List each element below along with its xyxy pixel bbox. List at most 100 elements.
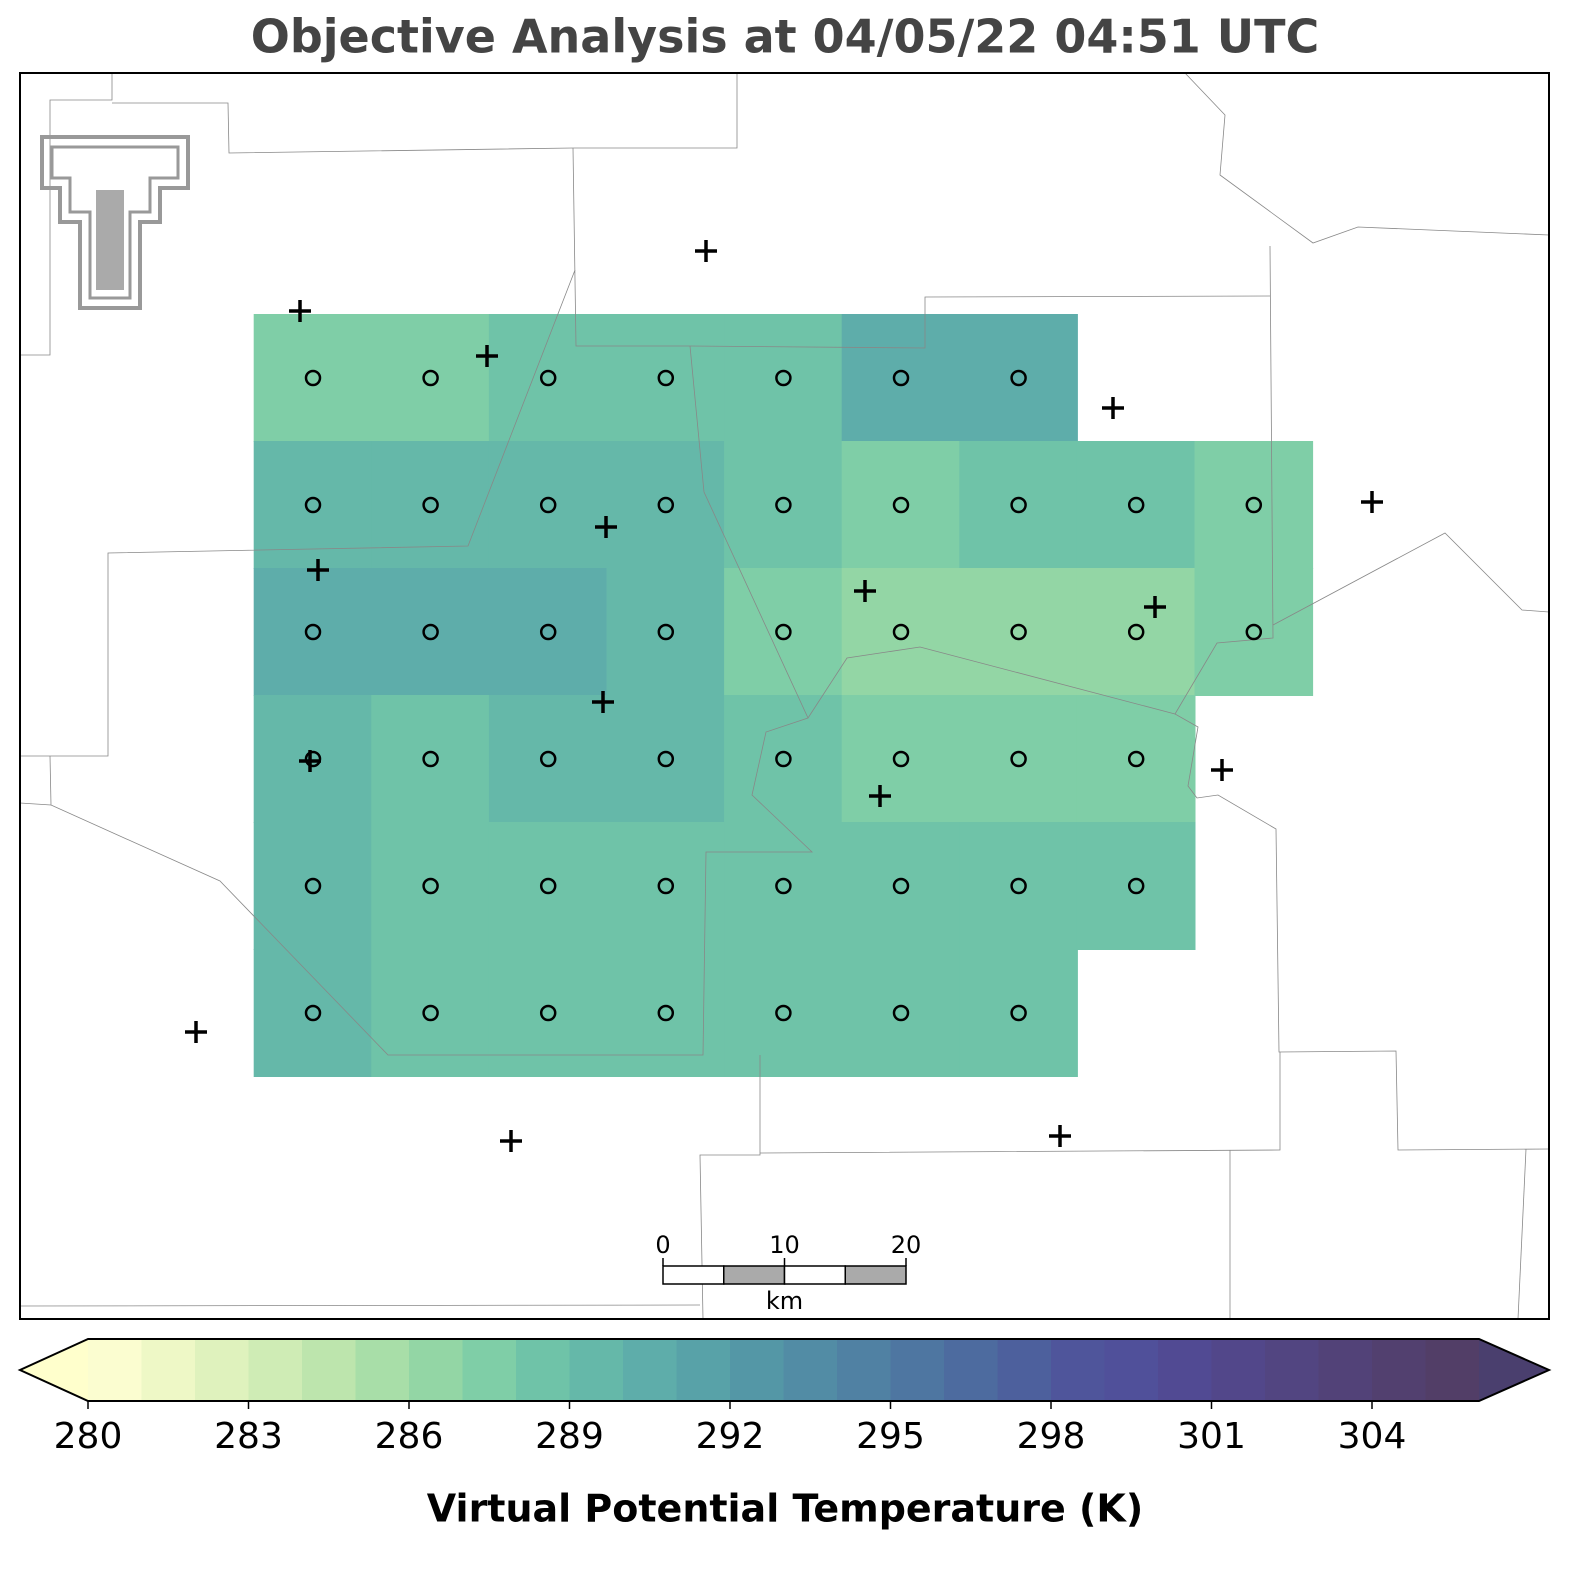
grid-point [1127,623,1145,641]
grid-point [422,623,439,641]
field-cell [724,695,843,823]
stations [185,240,1383,1152]
field-cell [488,441,608,569]
station-marker [595,516,617,538]
colorbar-tick-label: 304 [1338,1416,1407,1457]
scale-segment [662,1265,725,1285]
field-cell [253,441,373,569]
field-cell [1076,695,1196,823]
colorbar-bin [1265,1339,1319,1401]
grid-point [304,369,322,387]
field-cell [1076,822,1196,950]
colorbar-tick-label: 280 [54,1416,123,1457]
field-cell [841,441,961,569]
colorbar-bin [997,1339,1052,1401]
field-cell [959,822,1078,950]
grid-point [1010,369,1027,387]
grid-point [539,877,557,895]
field-cell [1194,568,1314,696]
station-marker [476,345,498,367]
grid-point [775,1004,792,1022]
field-cell [606,695,726,823]
grid-point [422,1004,439,1022]
field-cell [253,949,373,1077]
grid-point [539,1004,557,1022]
field-cell [606,568,726,696]
colorbar-label: Virtual Potential Temperature (K) [427,1487,1143,1531]
field-cell [606,822,726,950]
grid-point [422,750,439,768]
grid-point [539,369,557,387]
scale-unit: km [766,1287,803,1315]
grid-point [1127,750,1145,768]
grid-point [892,877,910,895]
grid-point [422,877,439,895]
field [253,314,1314,1077]
county-lines [19,72,1550,1320]
field-cell [724,568,843,696]
chart-title: Objective Analysis at 04/05/22 04:51 UTC [251,10,1320,64]
grid-point [1010,750,1027,768]
field-cell [488,695,608,823]
colorbar-tick-label: 292 [696,1416,765,1457]
colorbar-tick-label: 283 [214,1416,283,1457]
colorbar-bin [676,1339,731,1401]
grid-point [539,623,557,641]
field-cell [253,314,373,442]
grid-point [1010,877,1027,895]
station-marker [307,559,329,581]
station-marker [1211,759,1233,781]
grid-point [1245,623,1263,641]
scale-segment [723,1265,786,1285]
field-cell [959,695,1078,823]
colorbar-bin [730,1339,784,1401]
map-frame [19,72,1550,1320]
grid-point [657,750,675,768]
grid-point [1127,496,1145,514]
grid-point [657,369,675,387]
station-marker [185,1021,207,1043]
grid-point [304,623,322,641]
colorbar-over [1479,1339,1549,1401]
scale-segment [783,1265,846,1285]
colorbar-bin [141,1339,196,1401]
scale-bar: 0 10 20 km [655,1231,921,1315]
field-cell [371,568,490,696]
field-cell [371,695,490,823]
station-marker [1102,397,1124,419]
colorbar-bin [355,1339,410,1401]
grid-point [304,750,322,768]
colorbar-tick-label: 301 [1177,1416,1246,1457]
colorbar: 280 283 286 289 292 295 298 301 304 [17,1338,1552,1457]
station-marker [854,580,876,602]
field-cell [724,949,843,1077]
grid-point [775,877,792,895]
grid-point [1245,496,1263,514]
grid-point [1010,496,1027,514]
station-marker [869,785,891,807]
field-cell [841,695,961,823]
colorbar-bin [1051,1339,1105,1401]
field-cell [488,314,608,442]
field-cell [1076,441,1196,569]
grid-point [657,623,675,641]
station-marker [592,691,614,713]
grid-point [657,877,675,895]
colorbar-bin [1211,1339,1266,1401]
colorbar-outline [17,1338,1552,1402]
grid-point [304,1004,322,1022]
grid-point [422,496,439,514]
station-marker [289,300,311,322]
station-marker [695,240,717,262]
field-cell [724,441,843,569]
colorbar-bin [623,1339,677,1401]
field-cell [488,568,608,696]
scale-tick-label: 10 [769,1231,800,1259]
colorbar-bin [837,1339,891,1401]
field-cell [606,314,726,442]
scale-tick-label: 20 [891,1231,922,1259]
grid-point [657,496,675,514]
colorbar-bin [462,1339,517,1401]
colorbar-bin [1104,1339,1159,1401]
